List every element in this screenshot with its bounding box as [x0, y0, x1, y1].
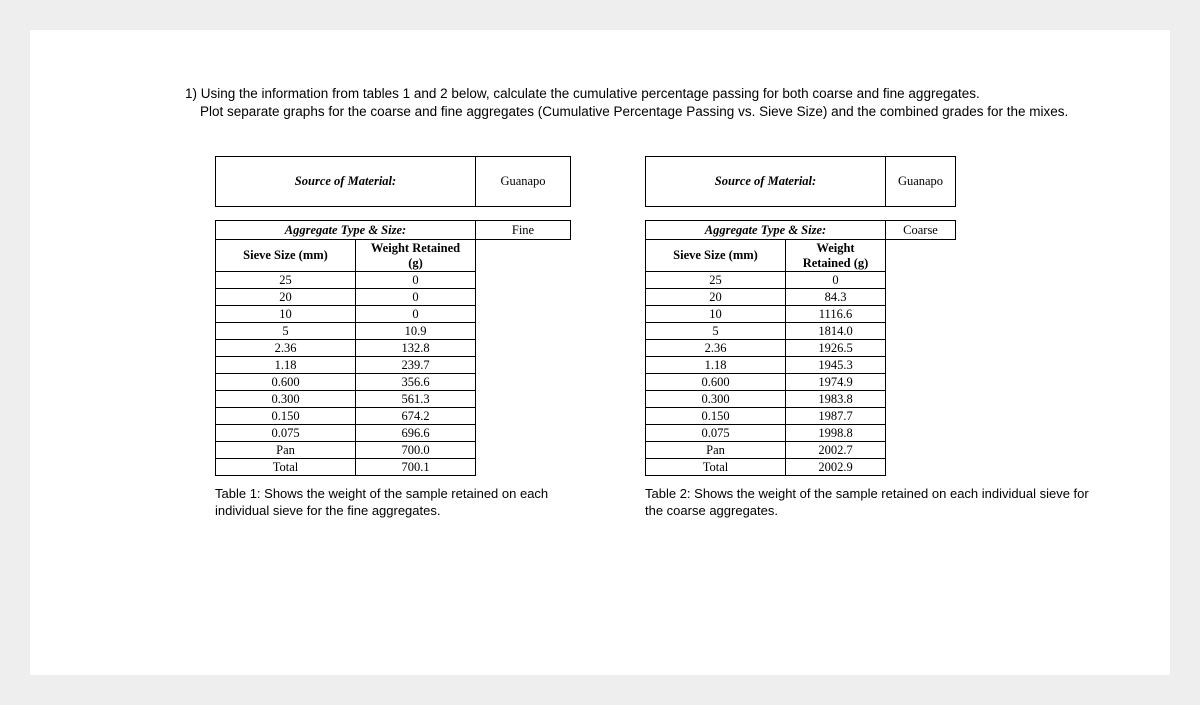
page: 1) Using the information from tables 1 a…	[30, 30, 1170, 675]
table1-source: Guanapo	[476, 157, 571, 207]
table1: Source of Material: Guanapo Aggregate Ty…	[215, 156, 571, 476]
t2-w5: 1945.3	[786, 357, 886, 374]
t1-w8: 674.2	[356, 408, 476, 425]
t1-s8: 0.150	[216, 408, 356, 425]
t1-w5: 239.7	[356, 357, 476, 374]
t2-s6: 0.600	[646, 374, 786, 391]
agg-type-label-2: Aggregate Type & Size:	[646, 221, 886, 240]
t2-w0: 0	[786, 272, 886, 289]
t1-s6: 0.600	[216, 374, 356, 391]
t1-s11: Total	[216, 459, 356, 476]
t2-s3: 5	[646, 323, 786, 340]
t2-s10: Pan	[646, 442, 786, 459]
t2-w4: 1926.5	[786, 340, 886, 357]
t1-w4: 132.8	[356, 340, 476, 357]
agg-type-label: Aggregate Type & Size:	[216, 221, 476, 240]
table2-col-sieve-header: Sieve Size (mm)	[646, 240, 786, 272]
t2-w10: 2002.7	[786, 442, 886, 459]
table2-block: Source of Material: Guanapo Aggregate Ty…	[645, 156, 1105, 520]
t1-w9: 696.6	[356, 425, 476, 442]
t2-w2: 1116.6	[786, 306, 886, 323]
table2-caption: Table 2: Shows the weight of the sample …	[645, 486, 1105, 520]
t1-s5: 1.18	[216, 357, 356, 374]
t1-s3: 5	[216, 323, 356, 340]
table1-wt-header-l1: Weight Retained	[371, 241, 460, 255]
table2-col-wt-header: Weight Retained (g)	[786, 240, 886, 272]
t2-w11: 2002.9	[786, 459, 886, 476]
t1-w7: 561.3	[356, 391, 476, 408]
t1-w0: 0	[356, 272, 476, 289]
table1-col-wt-header: Weight Retained (g)	[356, 240, 476, 272]
t2-s9: 0.075	[646, 425, 786, 442]
t1-w2: 0	[356, 306, 476, 323]
table2-wt-header-l1: Weight	[816, 241, 854, 255]
t1-s10: Pan	[216, 442, 356, 459]
question-text: 1) Using the information from tables 1 a…	[80, 85, 1120, 121]
t2-s7: 0.300	[646, 391, 786, 408]
t2-s2: 10	[646, 306, 786, 323]
t2-w8: 1987.7	[786, 408, 886, 425]
t1-s7: 0.300	[216, 391, 356, 408]
t1-s4: 2.36	[216, 340, 356, 357]
table2-agg-type: Coarse	[886, 221, 956, 240]
tables-row: Source of Material: Guanapo Aggregate Ty…	[80, 156, 1120, 520]
t2-s1: 20	[646, 289, 786, 306]
source-label-2: Source of Material:	[646, 157, 886, 207]
t2-w6: 1974.9	[786, 374, 886, 391]
t1-s9: 0.075	[216, 425, 356, 442]
t1-s1: 20	[216, 289, 356, 306]
table1-block: Source of Material: Guanapo Aggregate Ty…	[215, 156, 605, 520]
table2-source: Guanapo	[886, 157, 956, 207]
table1-caption: Table 1: Shows the weight of the sample …	[215, 486, 605, 520]
t2-s0: 25	[646, 272, 786, 289]
t2-w1: 84.3	[786, 289, 886, 306]
t1-w3: 10.9	[356, 323, 476, 340]
table2-wt-header-l2: Retained (g)	[803, 256, 869, 270]
source-label: Source of Material:	[216, 157, 476, 207]
t2-s4: 2.36	[646, 340, 786, 357]
t1-w10: 700.0	[356, 442, 476, 459]
t2-w7: 1983.8	[786, 391, 886, 408]
t1-w6: 356.6	[356, 374, 476, 391]
table2: Source of Material: Guanapo Aggregate Ty…	[645, 156, 956, 476]
t2-s5: 1.18	[646, 357, 786, 374]
t1-s2: 10	[216, 306, 356, 323]
table1-wt-header-l2: (g)	[408, 256, 423, 270]
t1-w1: 0	[356, 289, 476, 306]
t2-s11: Total	[646, 459, 786, 476]
t2-s8: 0.150	[646, 408, 786, 425]
t1-w11: 700.1	[356, 459, 476, 476]
table1-agg-type: Fine	[476, 221, 571, 240]
t2-w3: 1814.0	[786, 323, 886, 340]
t2-w9: 1998.8	[786, 425, 886, 442]
t1-s0: 25	[216, 272, 356, 289]
table1-col-sieve-header: Sieve Size (mm)	[216, 240, 356, 272]
